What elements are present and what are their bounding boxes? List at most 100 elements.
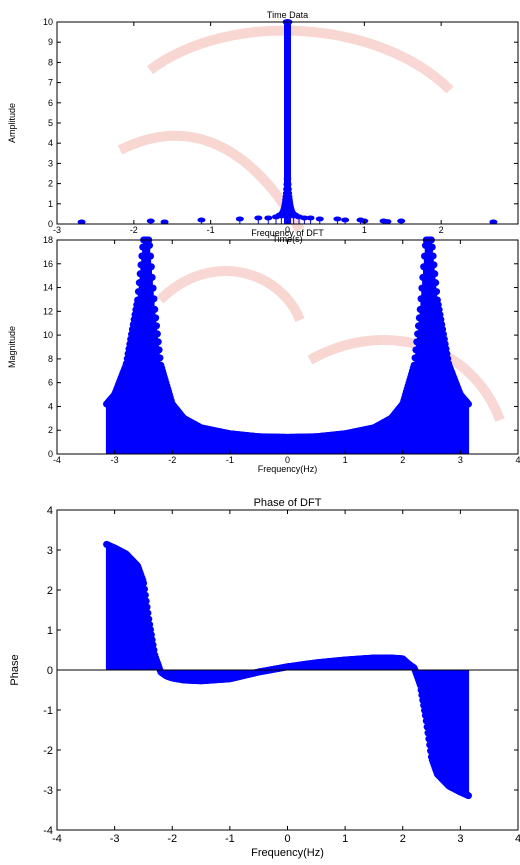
data-marker bbox=[147, 263, 155, 271]
data-marker bbox=[418, 284, 426, 292]
data-marker bbox=[414, 322, 422, 330]
y-tick-label: 2 bbox=[48, 425, 53, 435]
data-marker bbox=[146, 241, 154, 249]
data-marker bbox=[410, 361, 418, 369]
y-tick-label: 1 bbox=[48, 199, 53, 209]
data-marker bbox=[285, 140, 290, 146]
y-tick-label: 8 bbox=[48, 57, 53, 67]
data-marker bbox=[151, 305, 159, 313]
data-marker bbox=[429, 252, 437, 260]
y-axis-label: Phase bbox=[9, 654, 21, 685]
y-tick-label: 0 bbox=[47, 665, 53, 677]
data-marker bbox=[156, 354, 164, 362]
x-tick-label: 1 bbox=[342, 833, 348, 845]
data-marker bbox=[282, 190, 288, 196]
x-axis-label: Frequency(Hz) bbox=[258, 464, 318, 474]
x-tick-label: -3 bbox=[53, 225, 61, 235]
data-marker bbox=[149, 284, 157, 292]
data-marker bbox=[425, 735, 433, 743]
x-tick-label: -3 bbox=[111, 455, 119, 465]
data-marker bbox=[135, 279, 143, 287]
y-tick-label: 12 bbox=[43, 306, 53, 316]
y-tick-label: 5 bbox=[48, 118, 53, 128]
data-marker bbox=[333, 216, 342, 222]
y-tick-label: 0 bbox=[48, 449, 53, 459]
data-marker bbox=[315, 216, 324, 222]
data-marker bbox=[235, 216, 244, 222]
data-marker bbox=[426, 741, 434, 749]
x-tick-label: 2 bbox=[400, 833, 406, 845]
data-marker bbox=[139, 243, 147, 251]
y-tick-label: -2 bbox=[43, 745, 53, 757]
data-marker bbox=[464, 792, 472, 800]
data-marker bbox=[160, 219, 169, 225]
x-axis-label: Frequency(Hz) bbox=[251, 847, 324, 859]
data-marker bbox=[413, 338, 421, 346]
x-tick-label: -2 bbox=[168, 455, 176, 465]
data-marker bbox=[140, 579, 148, 587]
data-marker bbox=[143, 603, 151, 611]
y-tick-label: 16 bbox=[43, 259, 53, 269]
y-tick-label: 6 bbox=[48, 378, 53, 388]
x-tick-label: 0 bbox=[284, 833, 290, 845]
data-marker bbox=[420, 252, 428, 260]
data-marker bbox=[148, 273, 156, 281]
data-marker bbox=[424, 729, 432, 737]
x-tick-label: -3 bbox=[110, 833, 120, 845]
chart-title: Time Data bbox=[267, 10, 308, 20]
y-tick-label: 10 bbox=[43, 17, 53, 27]
data-marker bbox=[285, 161, 291, 167]
y-tick-label: 7 bbox=[48, 78, 53, 88]
data-marker bbox=[150, 295, 158, 303]
y-tick-label: 3 bbox=[47, 545, 53, 557]
data-marker bbox=[286, 186, 292, 192]
data-marker bbox=[153, 330, 161, 338]
x-tick-label: 2 bbox=[439, 225, 444, 235]
x-tick-label: -4 bbox=[53, 455, 61, 465]
x-tick-label: 1 bbox=[362, 225, 367, 235]
data-marker bbox=[197, 217, 206, 223]
data-marker bbox=[140, 585, 148, 593]
data-stem-dense bbox=[284, 22, 291, 224]
x-tick-label: -4 bbox=[52, 833, 62, 845]
data-marker bbox=[464, 400, 472, 408]
data-marker bbox=[145, 615, 153, 623]
data-marker bbox=[489, 219, 498, 225]
y-axis-label: Magnitude bbox=[7, 326, 17, 368]
data-marker bbox=[421, 241, 429, 249]
x-tick-label: -1 bbox=[226, 455, 234, 465]
data-marker bbox=[416, 305, 424, 313]
x-axis-label: Time(s) bbox=[272, 234, 302, 244]
x-tick-label: -1 bbox=[207, 225, 215, 235]
data-marker bbox=[412, 346, 420, 354]
data-marker bbox=[141, 591, 149, 599]
data-marker bbox=[285, 169, 291, 175]
data-marker bbox=[137, 261, 145, 269]
data-marker bbox=[254, 215, 263, 221]
data-marker bbox=[286, 176, 292, 182]
x-tick-label: -2 bbox=[130, 225, 138, 235]
data-marker bbox=[144, 609, 152, 617]
y-tick-label: 2 bbox=[48, 179, 53, 189]
data-marker bbox=[397, 218, 406, 224]
y-tick-label: 1 bbox=[47, 625, 53, 637]
data-marker bbox=[421, 711, 429, 719]
data-marker bbox=[285, 151, 291, 157]
data-marker bbox=[155, 346, 163, 354]
y-tick-label: 4 bbox=[47, 505, 53, 517]
data-marker bbox=[300, 215, 309, 221]
x-tick-label: -1 bbox=[225, 833, 235, 845]
data-marker bbox=[420, 263, 428, 271]
data-marker bbox=[152, 314, 160, 322]
y-tick-label: -4 bbox=[43, 825, 53, 837]
data-marker bbox=[383, 219, 392, 225]
data-marker bbox=[146, 218, 155, 224]
x-tick-label: 4 bbox=[515, 455, 520, 465]
chart-3: Phase of DFT Phase -4 -3 -2 -1 0 1 2 3 4 -4 -3 -2 -1 0 1… bbox=[9, 497, 520, 859]
y-tick-label: 10 bbox=[43, 330, 53, 340]
data-marker bbox=[430, 261, 438, 269]
data-marker bbox=[134, 288, 142, 296]
data-marker bbox=[415, 314, 423, 322]
data-marker bbox=[134, 296, 142, 304]
